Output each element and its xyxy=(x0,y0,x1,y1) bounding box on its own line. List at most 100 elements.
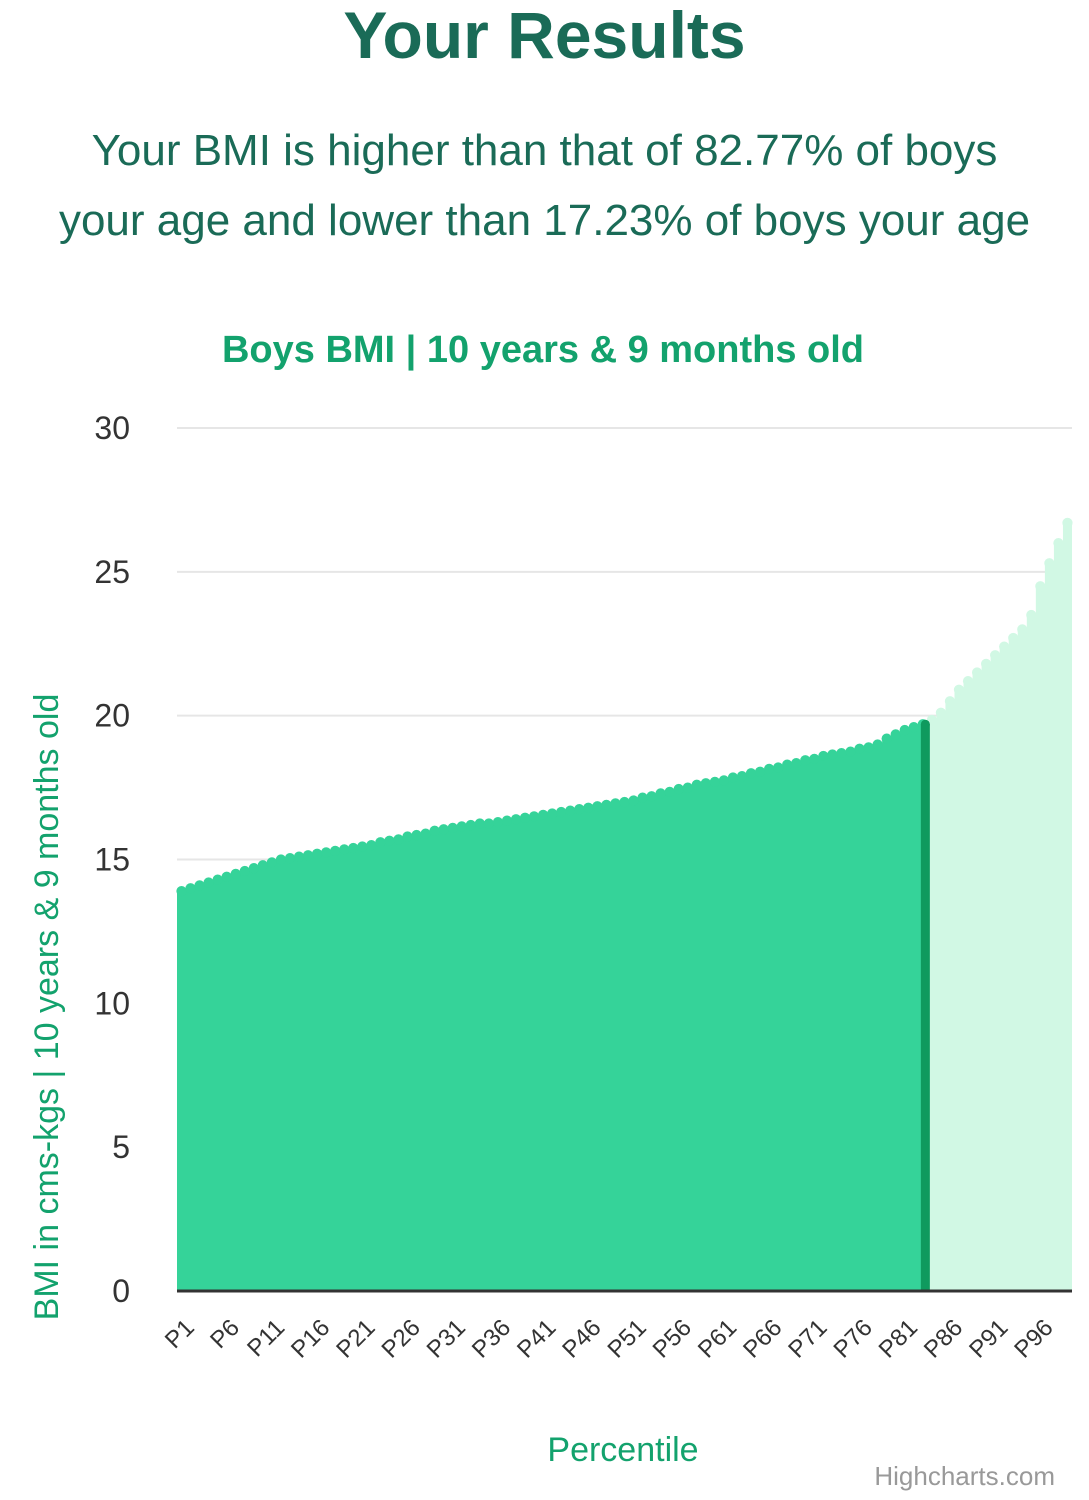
data-point[interactable] xyxy=(357,841,368,852)
data-point[interactable] xyxy=(980,658,992,670)
data-point[interactable] xyxy=(881,733,892,744)
data-point[interactable] xyxy=(474,818,485,829)
x-tick-label: P31 xyxy=(422,1314,471,1363)
data-point[interactable] xyxy=(944,696,956,707)
data-point[interactable] xyxy=(266,857,278,868)
data-point[interactable] xyxy=(908,722,919,733)
data-point[interactable] xyxy=(447,822,458,833)
data-point[interactable] xyxy=(773,762,784,773)
data-point[interactable] xyxy=(764,763,775,775)
data-point[interactable] xyxy=(709,776,721,787)
data-point[interactable] xyxy=(293,851,305,862)
data-point[interactable] xyxy=(212,874,223,885)
data-point[interactable] xyxy=(999,641,1010,652)
data-point[interactable] xyxy=(700,778,711,789)
data-point[interactable] xyxy=(718,775,730,786)
data-point[interactable] xyxy=(1035,581,1046,592)
data-point[interactable] xyxy=(239,865,250,877)
data-point[interactable] xyxy=(971,667,983,678)
data-point[interactable] xyxy=(275,854,287,865)
data-point[interactable] xyxy=(203,877,214,888)
data-point[interactable] xyxy=(899,724,910,736)
y-axis-title: BMI in cms-kgs | 10 years & 9 months old xyxy=(28,694,66,1321)
data-point[interactable] xyxy=(1026,609,1037,621)
data-point[interactable] xyxy=(230,868,241,880)
data-point[interactable] xyxy=(312,848,323,859)
data-point[interactable] xyxy=(610,798,621,809)
data-point[interactable] xyxy=(601,799,612,810)
data-point[interactable] xyxy=(194,880,205,891)
data-point[interactable] xyxy=(565,805,576,816)
data-point[interactable] xyxy=(302,850,314,861)
data-point[interactable] xyxy=(510,814,522,825)
data-point[interactable] xyxy=(935,707,947,718)
data-point[interactable] xyxy=(791,758,802,769)
data-point[interactable] xyxy=(953,684,965,695)
data-point[interactable] xyxy=(411,829,422,841)
data-point[interactable] xyxy=(574,804,585,815)
highcharts-credits[interactable]: Highcharts.com xyxy=(874,1461,1055,1491)
data-point[interactable] xyxy=(836,747,847,759)
data-point[interactable] xyxy=(528,811,540,822)
data-point[interactable] xyxy=(962,676,974,687)
data-point[interactable] xyxy=(375,837,386,848)
data-point[interactable] xyxy=(257,860,269,871)
data-point[interactable] xyxy=(556,806,567,818)
data-point[interactable] xyxy=(990,650,1001,661)
data-point[interactable] xyxy=(745,768,757,779)
data-point[interactable] xyxy=(483,818,495,829)
data-point[interactable] xyxy=(809,753,820,764)
data-point[interactable] xyxy=(592,801,603,812)
data-point[interactable] xyxy=(519,812,531,823)
data-point[interactable] xyxy=(890,729,901,740)
data-point[interactable] xyxy=(492,816,504,828)
data-point[interactable] xyxy=(727,772,739,783)
data-point[interactable] xyxy=(348,842,359,854)
data-point[interactable] xyxy=(827,749,838,760)
data-point[interactable] xyxy=(1008,632,1019,644)
data-point[interactable] xyxy=(754,766,766,777)
data-point[interactable] xyxy=(1062,517,1073,529)
data-point[interactable] xyxy=(384,835,395,846)
data-point[interactable] xyxy=(800,755,811,766)
data-point[interactable] xyxy=(691,779,702,790)
data-point[interactable] xyxy=(248,863,259,874)
data-point[interactable] xyxy=(1044,558,1055,569)
data-point[interactable] xyxy=(221,871,232,882)
data-point[interactable] xyxy=(872,739,883,750)
data-point[interactable] xyxy=(628,795,639,806)
data-point[interactable] xyxy=(330,845,341,856)
data-point[interactable] xyxy=(1053,537,1064,549)
data-point[interactable] xyxy=(538,809,549,821)
data-point[interactable] xyxy=(176,886,187,897)
data-point[interactable] xyxy=(845,746,856,757)
data-point[interactable] xyxy=(863,742,874,753)
data-point[interactable] xyxy=(854,743,865,754)
data-point[interactable] xyxy=(339,844,350,855)
data-point[interactable] xyxy=(664,786,675,798)
data-point[interactable] xyxy=(782,759,793,770)
data-point[interactable] xyxy=(393,834,404,845)
data-point[interactable] xyxy=(321,847,332,858)
data-point[interactable] xyxy=(637,792,648,803)
data-point[interactable] xyxy=(547,808,558,819)
data-point[interactable] xyxy=(366,839,377,851)
data-point[interactable] xyxy=(673,783,684,795)
data-point[interactable] xyxy=(646,791,657,802)
data-point[interactable] xyxy=(185,883,196,894)
data-point[interactable] xyxy=(429,825,440,836)
data-point[interactable] xyxy=(619,796,630,808)
data-point[interactable] xyxy=(501,815,513,826)
data-point[interactable] xyxy=(402,831,413,842)
data-point[interactable] xyxy=(465,819,476,831)
data-point[interactable] xyxy=(818,750,829,762)
data-point[interactable] xyxy=(438,824,449,835)
data-point[interactable] xyxy=(456,821,467,832)
data-point[interactable] xyxy=(655,788,666,799)
data-point[interactable] xyxy=(736,770,748,782)
data-point[interactable] xyxy=(1017,624,1028,635)
data-point[interactable] xyxy=(682,782,693,793)
data-point[interactable] xyxy=(583,802,594,813)
data-point[interactable] xyxy=(420,828,431,839)
data-point[interactable] xyxy=(284,852,296,864)
